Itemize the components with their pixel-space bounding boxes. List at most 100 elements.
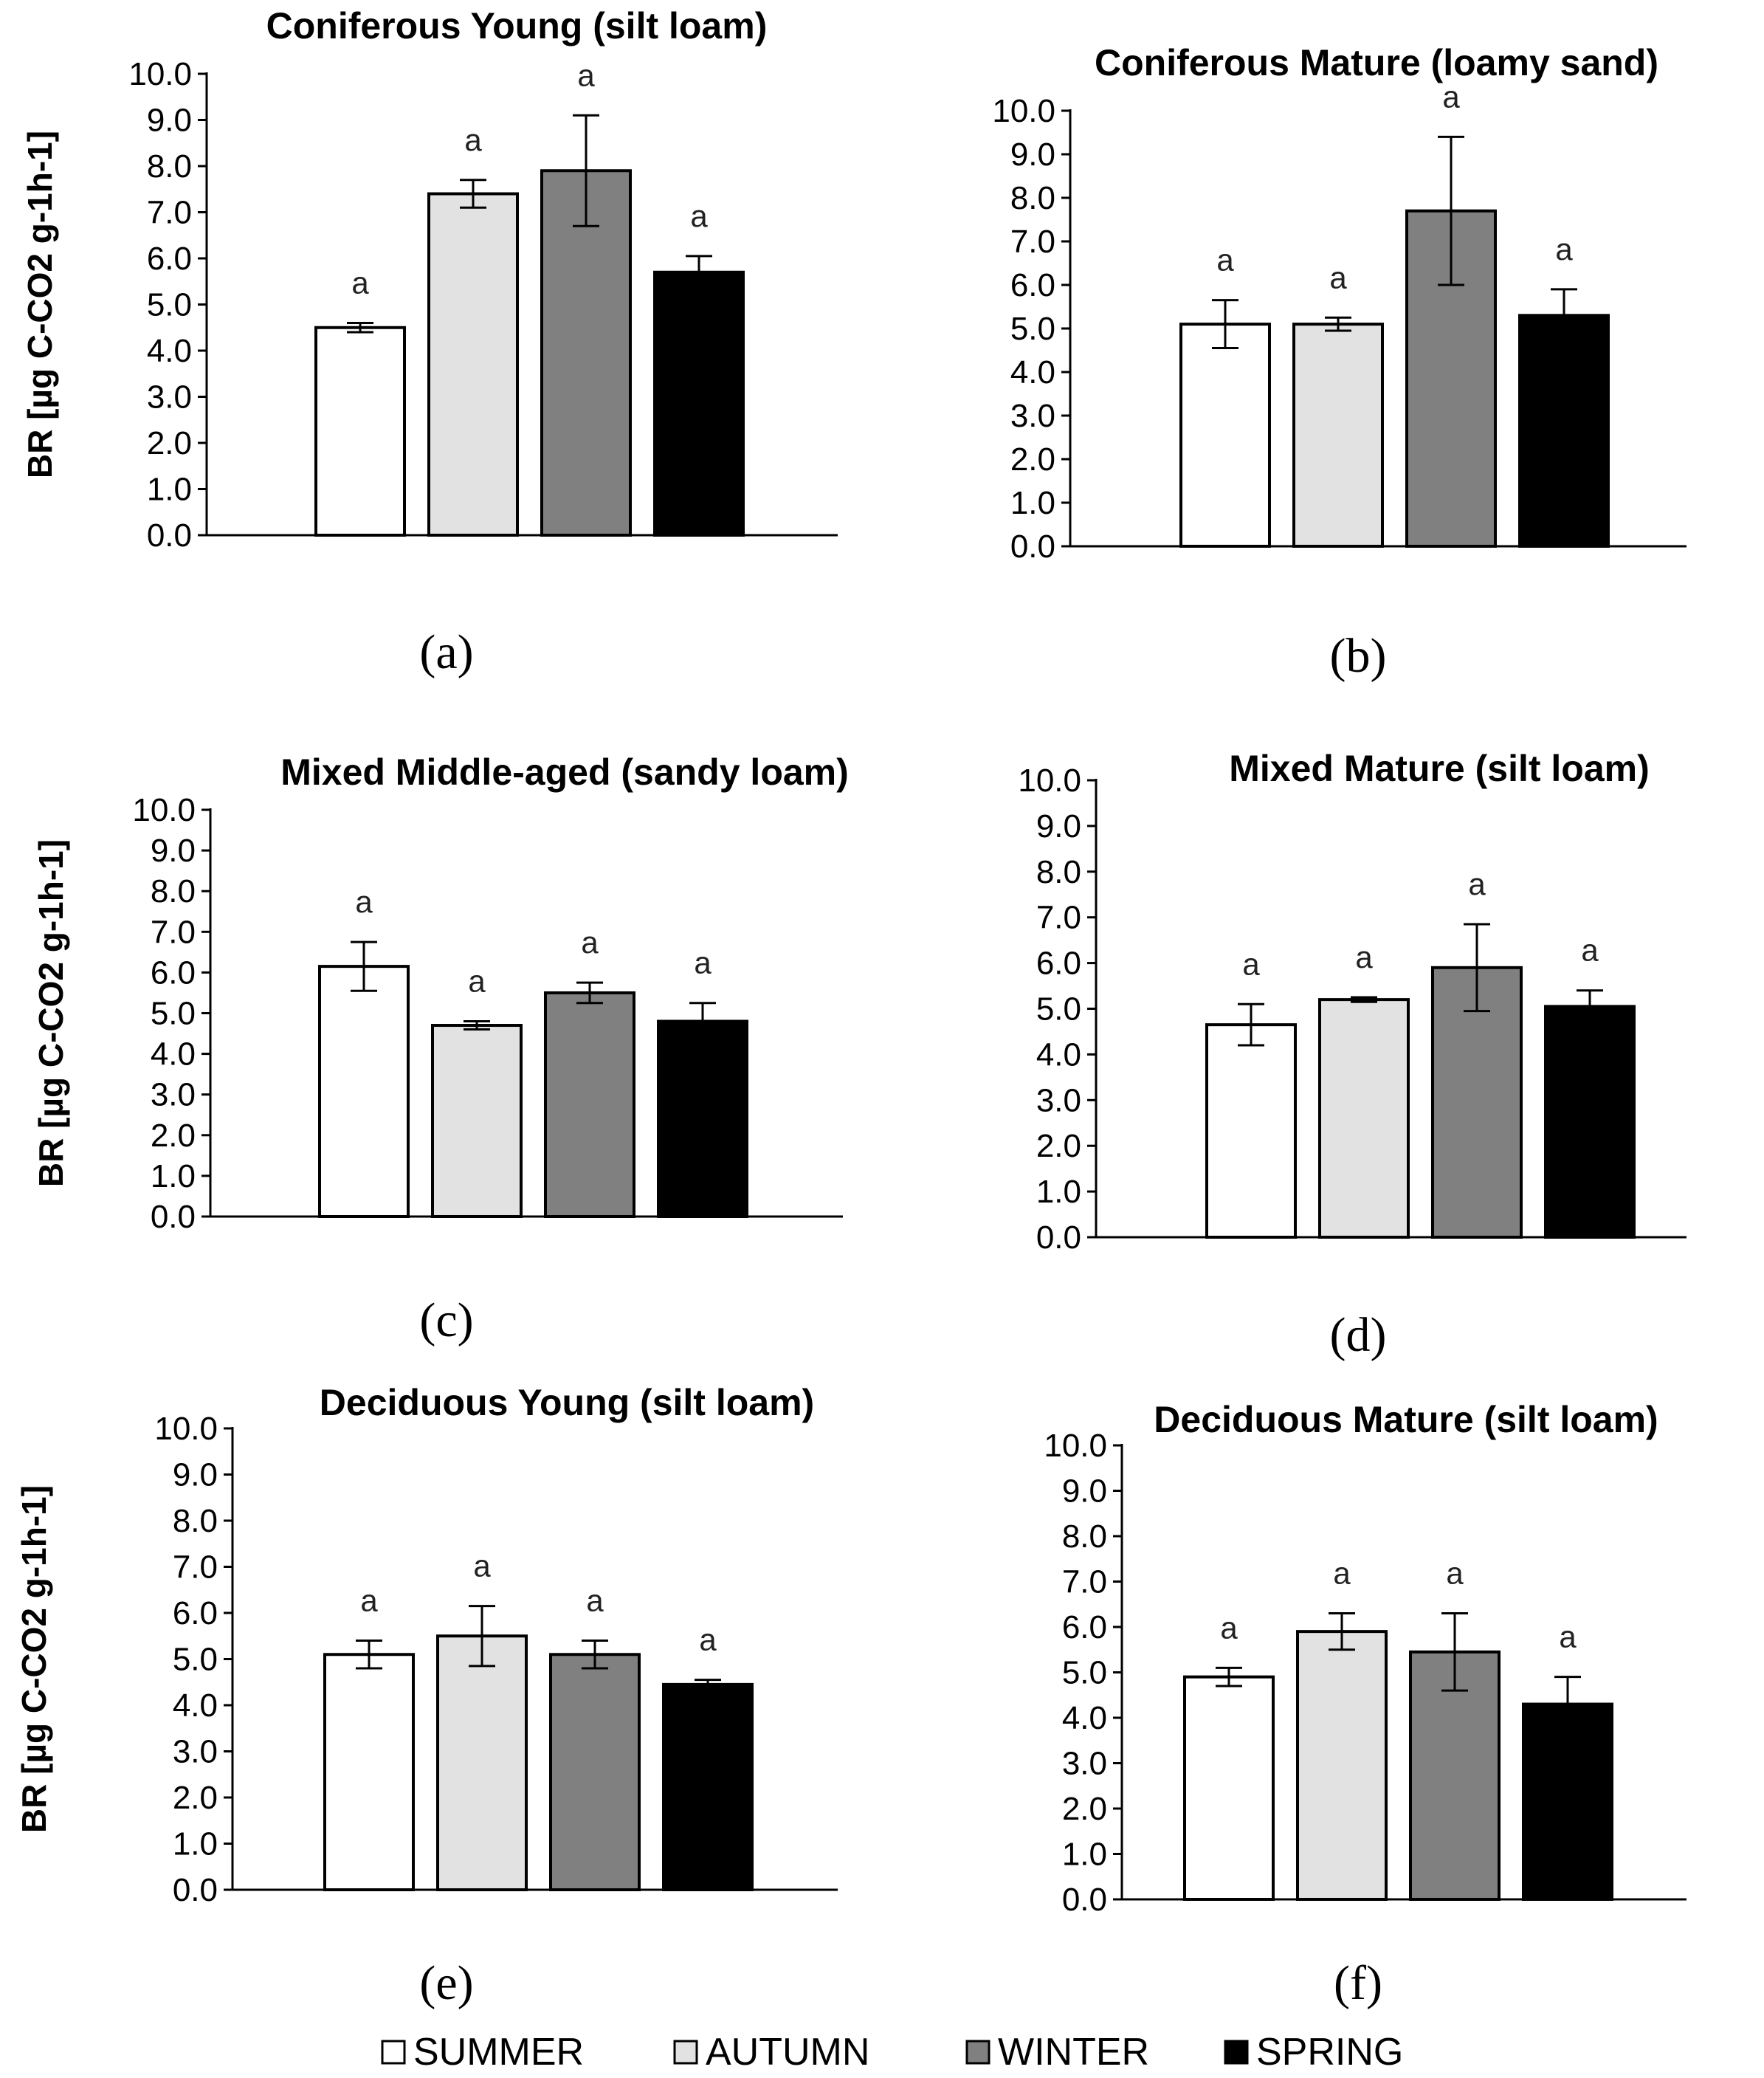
bar-spring: [662, 1682, 754, 1891]
y-tick-label: 0.0: [1036, 1219, 1081, 1256]
y-tick-label: 6.0: [1010, 267, 1055, 303]
chart-title: Mixed Middle-aged (sandy loam): [280, 751, 849, 793]
y-tick-label: 2.0: [1036, 1128, 1081, 1164]
legend-swatch-spring: [1224, 2040, 1249, 2065]
y-tick-label: 8.0: [151, 873, 196, 909]
y-tick-label: 1.0: [173, 1826, 218, 1862]
significance-letter: a: [351, 266, 369, 300]
y-tick-label: 7.0: [151, 914, 196, 950]
significance-letter: a: [1442, 79, 1460, 114]
y-tick-label: 3.0: [147, 379, 192, 416]
significance-letter: a: [1333, 1556, 1351, 1591]
y-tick-label: 9.0: [1062, 1473, 1107, 1510]
y-tick-label: 7.0: [147, 195, 192, 231]
significance-letter: a: [1216, 243, 1234, 278]
y-tick-label: 0.0: [173, 1872, 218, 1908]
y-axis-label: BR [µg C-CO2 g-1h-1]: [32, 839, 70, 1187]
legend: SUMMER AUTUMN WINTER SPRING: [381, 2031, 1403, 2074]
y-tick-label: 4.0: [151, 1036, 196, 1073]
y-tick-label: 8.0: [1036, 854, 1081, 890]
y-tick-label: 2.0: [1062, 1791, 1107, 1827]
significance-letter: a: [1446, 1556, 1464, 1591]
legend-label: AUTUMN: [706, 2031, 869, 2074]
bar-summer: [323, 1653, 415, 1891]
significance-letter: a: [1242, 946, 1260, 981]
y-tick-label: 1.0: [1010, 485, 1055, 521]
y-tick-label: 7.0: [173, 1549, 218, 1586]
panel-label: (d): [1330, 1308, 1387, 1362]
significance-letter: a: [577, 58, 595, 92]
y-tick-label: 5.0: [151, 996, 196, 1032]
chart-panel: Mixed Mature (silt loam) 0.0 1.0 2.0 3.0 4.0 5…: [1018, 748, 1687, 1362]
y-axis-label: BR [µg C-CO2 g-1h-1]: [21, 131, 59, 478]
bar-autumn: [431, 1024, 523, 1219]
significance-letter: a: [690, 199, 708, 233]
y-axis-label: BR [µg C-CO2 g-1h-1]: [15, 1485, 53, 1833]
y-tick-label: 8.0: [173, 1503, 218, 1539]
bar-spring: [653, 270, 745, 537]
y-tick-label: 5.0: [1062, 1655, 1107, 1691]
legend-label: WINTER: [998, 2031, 1149, 2074]
significance-letter: a: [1220, 1610, 1238, 1645]
bar-autumn: [427, 192, 519, 537]
y-tick-label: 4.0: [173, 1687, 218, 1724]
y-tick-label: 9.0: [1010, 137, 1055, 173]
y-tick-label: 0.0: [1062, 1882, 1107, 1918]
bar-spring: [1522, 1702, 1613, 1902]
y-tick-label: 2.0: [173, 1780, 218, 1816]
significance-letter: a: [1581, 933, 1599, 968]
bar-spring: [1544, 1005, 1636, 1239]
chart-panel: Coniferous Mature (loamy sand) 0.0 1.0 2.0 3…: [992, 42, 1687, 683]
y-tick-label: 10.0: [1044, 1428, 1107, 1464]
significance-letter: a: [464, 123, 482, 157]
panel-label: (e): [419, 1956, 473, 2010]
y-tick-label: 3.0: [1010, 398, 1055, 434]
chart-panel: Deciduous Young (silt loam) 0.0 1.0 2.0 3.0 4…: [15, 1382, 838, 2010]
legend-swatch-summer: [381, 2040, 406, 2065]
y-tick-label: 10.0: [132, 792, 196, 828]
chart-panel: Mixed Middle-aged (sandy loam) 0.0 1.0 2.0 3…: [32, 751, 849, 1347]
significance-letter: a: [586, 1583, 604, 1618]
bar-autumn: [1318, 998, 1410, 1239]
y-tick-label: 5.0: [1010, 311, 1055, 347]
chart-title: Deciduous Mature (silt loam): [1154, 1399, 1658, 1440]
y-tick-label: 9.0: [151, 833, 196, 869]
y-tick-label: 7.0: [1062, 1564, 1107, 1600]
y-tick-label: 9.0: [173, 1457, 218, 1493]
y-tick-label: 8.0: [147, 148, 192, 185]
y-tick-label: 1.0: [151, 1158, 196, 1194]
y-tick-label: 5.0: [173, 1642, 218, 1678]
y-tick-label: 4.0: [147, 333, 192, 369]
bar-spring: [1518, 314, 1610, 548]
y-tick-label: 3.0: [173, 1734, 218, 1770]
legend-label: SPRING: [1256, 2031, 1403, 2074]
bar-summer: [1183, 1675, 1275, 1901]
chart-panel: Coniferous Young (silt loam) 0.0 1.0 2.0 3.0…: [21, 5, 838, 679]
chart-title: Coniferous Young (silt loam): [266, 5, 768, 47]
significance-letter: a: [355, 884, 373, 919]
y-tick-label: 0.0: [151, 1199, 196, 1235]
y-tick-label: 6.0: [173, 1595, 218, 1631]
y-tick-label: 6.0: [147, 241, 192, 277]
significance-letter: a: [1559, 1620, 1577, 1654]
legend-swatch-winter: [965, 2040, 990, 2065]
bar-summer: [1179, 323, 1271, 548]
y-tick-label: 1.0: [147, 472, 192, 508]
y-tick-label: 6.0: [1062, 1609, 1107, 1645]
panel-label: (f): [1334, 1956, 1382, 2010]
significance-letter: a: [1555, 232, 1573, 266]
bar-summer: [318, 965, 410, 1218]
bar-autumn: [1292, 323, 1384, 548]
significance-letter: a: [699, 1623, 717, 1657]
y-tick-label: 4.0: [1036, 1036, 1081, 1073]
bar-winter: [544, 991, 635, 1218]
significance-letter: a: [360, 1583, 378, 1618]
bar-summer: [314, 326, 406, 537]
y-tick-label: 9.0: [147, 103, 192, 139]
chart-title: Mixed Mature (silt loam): [1229, 748, 1650, 789]
y-tick-label: 7.0: [1036, 900, 1081, 936]
y-tick-label: 6.0: [151, 954, 196, 991]
bar-summer: [1205, 1023, 1297, 1239]
y-tick-label: 3.0: [151, 1077, 196, 1113]
